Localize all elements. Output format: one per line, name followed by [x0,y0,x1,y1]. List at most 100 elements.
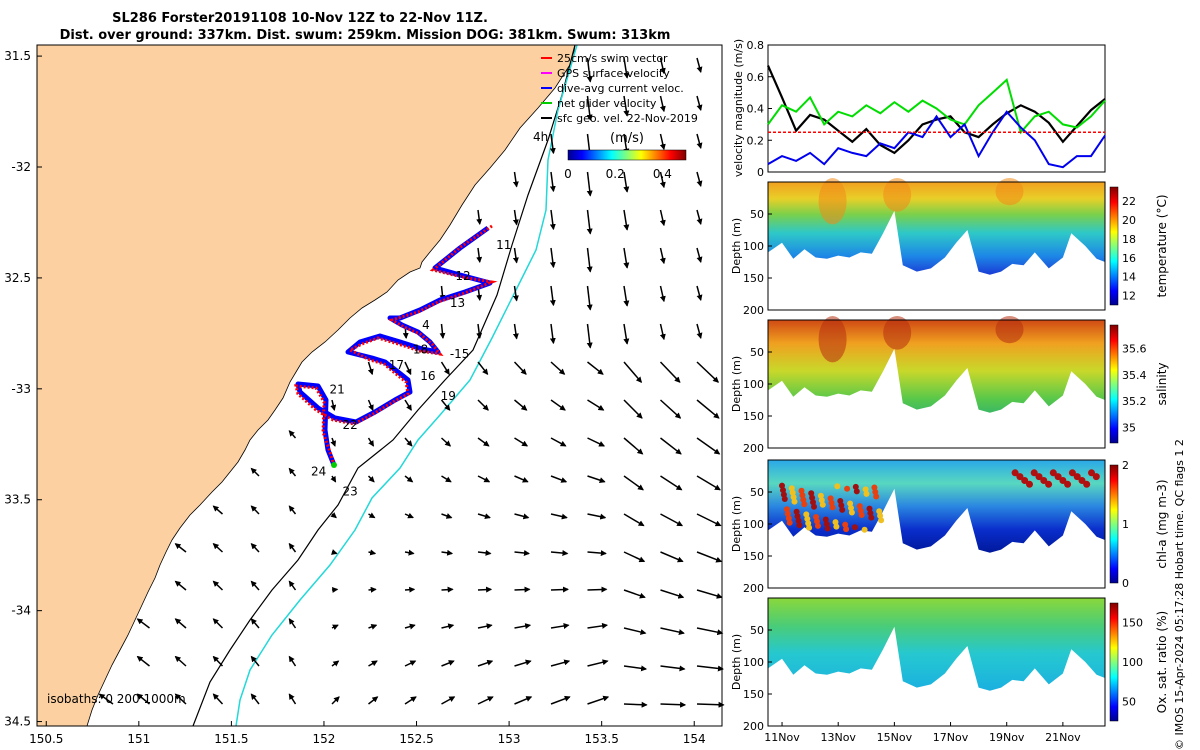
velocity-vector [696,361,719,383]
velocity-vector [330,399,337,412]
velocity-vector [623,475,644,491]
colorbar-tick-label: 14 [1122,271,1136,284]
velocity-vector [623,323,630,345]
velocity-ylabel: velocity magnitude (m/s) [732,39,745,177]
section-ytick-label: 200 [743,582,764,595]
velocity-vector [476,323,483,339]
warm-water-patch [818,316,847,363]
velocity-vector [441,549,454,556]
velocity-vector [659,399,682,419]
velocity-vector [513,361,527,375]
velocity-series-line [767,110,1106,169]
chl-sample-point [817,492,824,499]
velocity-ytick-label: 0.2 [747,134,765,147]
velocity-vector [368,549,377,556]
chl-sample-point [818,497,825,504]
warm-water-patch [995,178,1024,206]
velocity-vector [586,285,593,311]
chl-sample-point [795,517,802,524]
velocity-vector [623,399,643,419]
colorbar-tick-label: 100 [1122,656,1143,669]
velocity-vector [330,512,337,519]
waypoint-label: 4 [422,318,430,332]
colorbar-tick-label: 1 [1122,518,1129,531]
velocity-vector [404,399,412,411]
chl-sample-point [780,487,786,494]
legend-entry: dive-avg current veloc. [557,82,684,95]
velocity-vector [288,467,297,477]
velocity-vector [514,659,532,667]
chl-sample-point [863,490,870,497]
colorbar-tick-label: 2 [1122,459,1129,472]
chl-sample-point [852,483,859,490]
velocity-vector [250,505,260,515]
section-data-field [768,460,1105,553]
warm-water-patch [995,316,1024,344]
velocity-vector [367,475,375,483]
chl-sample-point [871,484,878,491]
velocity-vector [212,655,224,667]
velocity-vector [440,437,452,447]
chl-sample-point [867,510,874,517]
waypoint-label: 24 [311,464,326,478]
velocity-vector [404,696,417,705]
velocity-vector [586,57,593,83]
velocity-vector [696,209,703,225]
chl-sample-point [1083,480,1091,488]
velocity-vector [514,475,529,483]
section-ytick-label: 100 [743,240,764,253]
velocity-vector [587,475,606,484]
colorbar-tick-label: 35.2 [1122,395,1147,408]
time-axis: 11Nov 13Nov 15Nov 17Nov 19Nov 21Nov [764,722,1081,744]
velocity-vector [477,659,494,667]
chl-sample-point [794,513,801,520]
section-ylabel: Depth (m) [730,634,743,690]
velocity-vector [477,399,489,411]
velocity-vector [587,586,608,593]
velocity-vector [174,693,187,705]
map-ytick-label: 33.5 [4,493,31,507]
velocity-vector [330,475,337,483]
velocity-vector [250,542,260,553]
velocity-vector [514,586,531,593]
section-ylabel: Depth (m) [730,496,743,552]
velocity-vector [441,586,454,593]
velocity-vector [404,623,416,630]
warm-water-patch [883,178,912,212]
map-ytick-label: -32 [11,160,31,174]
velocity-vector [696,475,721,491]
colorbar-label: Ox. sat. ratio (%) [1155,611,1169,713]
chl-sample-point [803,511,810,518]
chl-sample-point [1026,480,1033,488]
section-data-field [768,598,1105,691]
map-xtick-label: 153.5 [584,732,618,746]
velocity-vector [587,513,607,520]
velocity-vector [441,475,452,483]
chl-sample-point [1016,473,1024,481]
chl-sample-point [786,519,793,526]
velocity-vector [550,513,568,520]
velocity-vector [331,696,340,705]
velocity-vector [623,361,643,383]
velocity-vector [696,513,722,527]
track-end-marker [331,462,337,468]
velocity-vector [550,623,570,629]
chl-sample-point [829,504,836,511]
velocity-vector [696,171,703,187]
velocity-vector [696,323,703,339]
velocity-vector [550,437,567,447]
chl-sample-point [811,503,817,510]
colorbar-label: temperature (°C) [1155,195,1169,298]
map-ytick-label: -33 [11,382,31,396]
velocity-vector [696,701,725,708]
velocity-vector [476,247,483,263]
section-ytick-label: 150 [743,272,764,285]
chl-sample-point [781,496,788,502]
chl-sample-point [848,509,855,516]
velocity-vector [696,437,721,455]
warm-water-patch [818,178,847,225]
velocity-vector [623,57,630,79]
velocity-vector [476,209,483,225]
chl-sample-point [1088,469,1095,477]
